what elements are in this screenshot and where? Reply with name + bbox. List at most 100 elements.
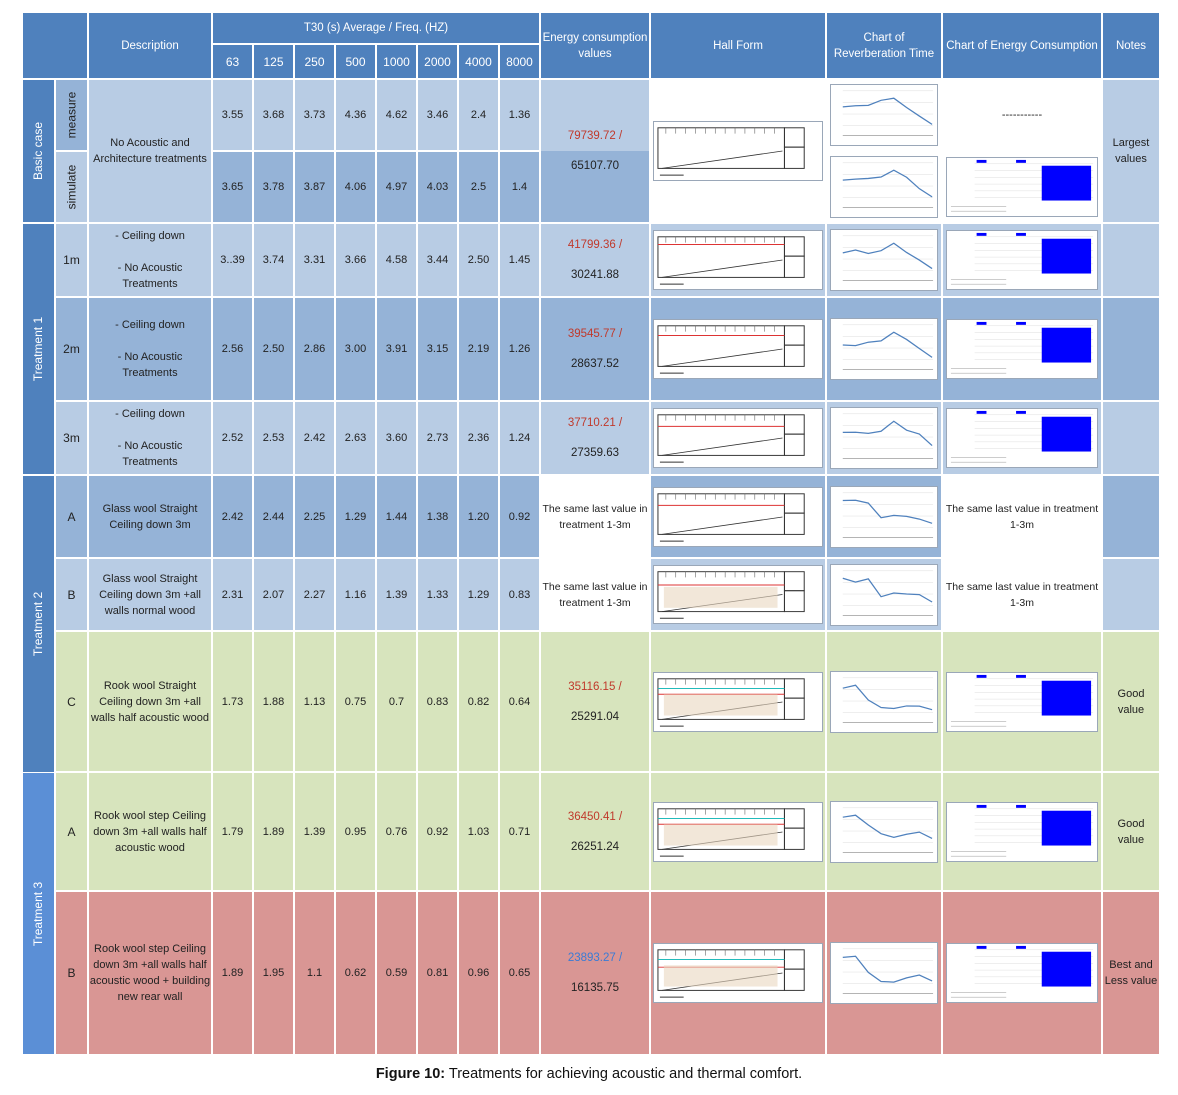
header-chart-rt: Chart of Reverberation Time: [826, 12, 942, 79]
value-t1_1m-63: 3..39: [212, 223, 253, 297]
value-t3_a-1000: 0.76: [376, 772, 417, 891]
hall-t3-b-drawing-drawing: [657, 949, 805, 998]
value-t3_a-4000: 1.03: [458, 772, 499, 891]
value-t2_b-8000: 0.83: [499, 558, 540, 631]
notes-t2_a: [1102, 475, 1160, 558]
row-desc-t3_a: Rook wool step Ceiling down 3m +all wall…: [88, 772, 212, 891]
group-treatment-2-label: Treatment 2: [31, 591, 46, 657]
ec-chart-t1_2m-bar: [1041, 327, 1092, 363]
value-t1_3m-63: 2.52: [212, 401, 253, 475]
group-treatment-3-label: Treatment 3: [31, 881, 46, 946]
rt-chart-t1_2m-line: [842, 331, 933, 358]
row-desc-t2_a: Glass wool Straight Ceiling down 3m: [88, 475, 212, 558]
ec-chart-t1_1m-svg: [950, 232, 1094, 285]
value-t2_c-8000: 0.64: [499, 631, 540, 772]
rt-chart-t1_1m: [830, 229, 938, 291]
rt-chart-t2_a-line: [842, 499, 933, 524]
hall-t1-2m-drawing: [653, 319, 823, 379]
value-t3_b-250: 1.1: [294, 891, 335, 1055]
value-t2_a-125: 2.44: [253, 475, 294, 558]
row-label-t1_1m: 1m: [55, 223, 88, 297]
rt-chart-t1_2m-svg: [842, 324, 934, 370]
hall-t3-a-drawing-drawing: [657, 807, 805, 857]
value-measure-250: 3.73: [294, 79, 335, 151]
rt-chart-t3_a-svg: [842, 807, 934, 853]
rt-chart-t2_b-line: [842, 577, 933, 603]
rt-chart-t3_b-svg: [842, 948, 934, 994]
rt-chart-t2_a-svg: [842, 492, 934, 538]
hall-t2-c-drawing-drawing: [657, 677, 805, 727]
row-label-t3_b: B: [55, 891, 88, 1055]
value-t3_b-1000: 0.59: [376, 891, 417, 1055]
ec-chart-t1_1m-bar: [1041, 238, 1092, 274]
ec-chart-t1_3m-bar: [1041, 416, 1092, 452]
rt-chart-t2_c: [830, 670, 938, 733]
value-t1_2m-125: 2.50: [253, 297, 294, 401]
rt-chart-measure-svg: [842, 90, 934, 136]
ec-chart-simulate: [946, 157, 1098, 217]
header-freq-250: 250: [294, 44, 335, 79]
energy-t3_a-secondary: 26251.24: [571, 840, 619, 853]
ec-chart-t3_a-svg: [950, 804, 1094, 856]
notes-t3_b: Best and Less value: [1102, 891, 1160, 1055]
value-t2_a-4000: 1.20: [458, 475, 499, 558]
value-measure-2000: 3.46: [417, 79, 458, 151]
value-t2_b-500: 1.16: [335, 558, 376, 631]
energy-t3_b: 23893.27 / 16135.75: [540, 891, 650, 1055]
energy-t1_3m-primary: 37710.21 /: [567, 417, 623, 429]
value-t1_1m-125: 3.74: [253, 223, 294, 297]
value-t1_3m-8000: 1.24: [499, 401, 540, 475]
header-freq-8000: 8000: [499, 44, 540, 79]
rt-chart-t3_b-line: [842, 955, 933, 983]
rt-chart-t1_3m-line: [842, 420, 933, 447]
header-corner: [22, 12, 88, 79]
header-energy: Energy consumption values: [540, 12, 650, 79]
group-treatment-1-label: Treatment 1: [31, 316, 46, 382]
energy-t1_1m-secondary: 30241.88: [571, 269, 619, 281]
value-t2_a-63: 2.42: [212, 475, 253, 558]
value-t2_a-250: 2.25: [294, 475, 335, 558]
value-t3_b-500: 0.62: [335, 891, 376, 1055]
energy-basic-black: 65107.70: [571, 160, 619, 172]
energy-t1_3m: 37710.21 / 27359.63: [540, 401, 650, 475]
rt-chart-t2_c-svg: [842, 677, 934, 723]
value-t3_b-4000: 0.96: [458, 891, 499, 1055]
value-measure-500: 4.36: [335, 79, 376, 151]
value-t1_3m-250: 2.42: [294, 401, 335, 475]
value-t2_c-1000: 0.7: [376, 631, 417, 772]
hall-t2-a-drawing: [653, 486, 823, 547]
energy-t3_a: 36450.41 / 26251.24: [540, 772, 650, 891]
sub-simulate-label: simulate: [64, 164, 79, 210]
value-t1_1m-8000: 1.45: [499, 223, 540, 297]
hall-basic-drawing-drawing: [657, 127, 805, 176]
energy-t3_a-primary: 36450.41 /: [567, 810, 623, 823]
rt-chart-t3_a: [830, 800, 938, 863]
value-t2_c-500: 0.75: [335, 631, 376, 772]
figure-caption: Figure 10: Treatments for achieving acou…: [0, 1066, 1178, 1082]
rt-chart-t1_3m-svg: [842, 413, 934, 459]
treatment-table: Description T30 (s) Average / Freq. (HZ) 6…: [22, 12, 1160, 1055]
rt-chart-t2_a: [830, 485, 938, 548]
ec-chart-t2_c-svg: [950, 674, 1094, 726]
value-t1_2m-250: 2.86: [294, 297, 335, 401]
hall-t1-1m-drawing: [653, 230, 823, 290]
header-freq-1000: 1000: [376, 44, 417, 79]
ec-chart-t3_b-svg: [950, 945, 1094, 998]
row-label-t2_b: B: [55, 558, 88, 631]
value-simulate-8000: 1.4: [499, 151, 540, 223]
row-desc-t1_2m: - Ceiling down - No Acoustic Treatments: [88, 297, 212, 401]
value-t2_c-63: 1.73: [212, 631, 253, 772]
value-t1_1m-1000: 4.58: [376, 223, 417, 297]
group-basic-case-label: Basic case: [31, 121, 46, 181]
rt-chart-simulate: [830, 156, 938, 218]
rt-chart-t1_2m: [830, 318, 938, 380]
sub-simulate: simulate: [55, 151, 88, 223]
value-measure-125: 3.68: [253, 79, 294, 151]
value-t3_b-2000: 0.81: [417, 891, 458, 1055]
value-t2_c-4000: 0.82: [458, 631, 499, 772]
value-t1_1m-500: 3.66: [335, 223, 376, 297]
row-label-t2_a: A: [55, 475, 88, 558]
value-t2_b-250: 2.27: [294, 558, 335, 631]
energy-t2_c-primary: 35116.15 /: [568, 680, 622, 693]
group-treatment-1: Treatment 1: [22, 223, 55, 475]
